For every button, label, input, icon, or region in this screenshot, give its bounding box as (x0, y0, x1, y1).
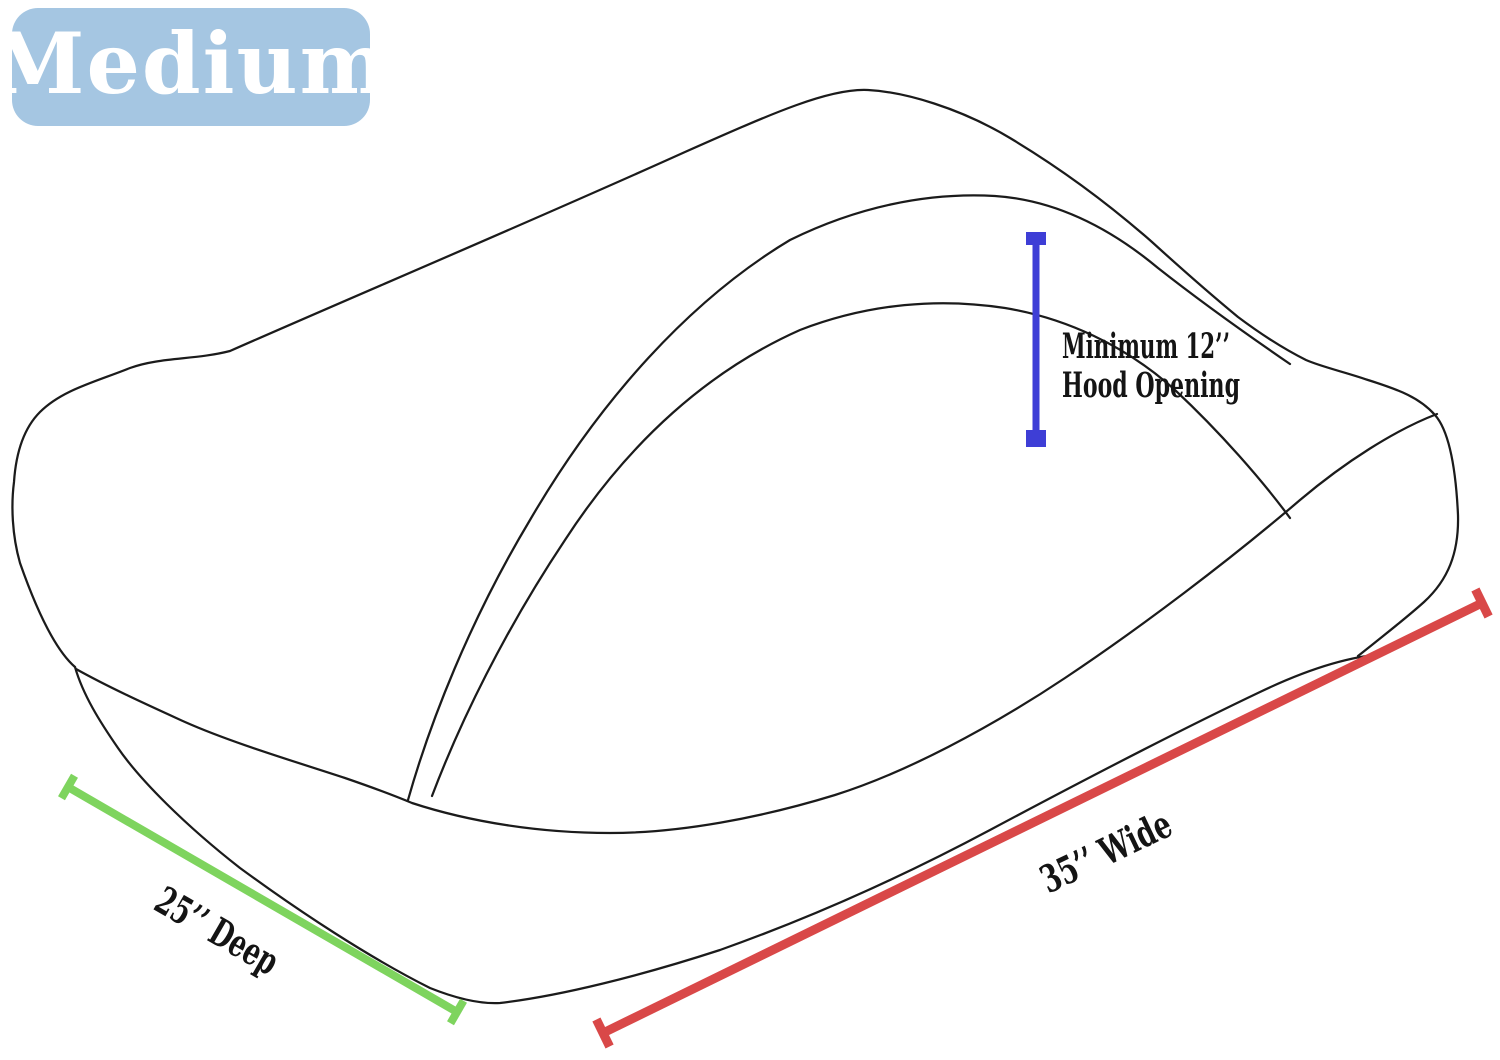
hood-opening-dimension-cap-top (1026, 232, 1046, 245)
depth-dimension: 25’’ Deep (58, 773, 467, 1026)
width-dimension-cap-right (1471, 587, 1493, 619)
bed-outline-group (11, 88, 1460, 1005)
bed-bottom-edge-path (73, 652, 1387, 1005)
size-badge: Medium (0, 8, 389, 126)
bed-outline-path (11, 88, 1460, 669)
hood-opening-label-line2: Hood Opening (1062, 365, 1240, 406)
hood-rim-inner-path (430, 302, 1292, 798)
hood-opening-label-line1: Minimum 12’’ (1062, 326, 1230, 367)
depth-dimension-line (65, 783, 460, 1016)
depth-dimension-cap-left (58, 773, 78, 801)
size-badge-label: Medium (0, 14, 391, 113)
depth-dimension-cap-right (447, 998, 467, 1026)
width-dimension-line (601, 598, 1484, 1038)
hood-opening-dimension: Minimum 12’’ Hood Opening (1026, 232, 1240, 447)
hood-rim-outer-path (406, 194, 1292, 802)
hood-opening-dimension-cap-bottom (1026, 430, 1046, 447)
depth-label: 25’’ Deep (148, 877, 287, 983)
width-dimension-cap-left (592, 1017, 614, 1049)
cushion-seam-path (74, 412, 1439, 835)
